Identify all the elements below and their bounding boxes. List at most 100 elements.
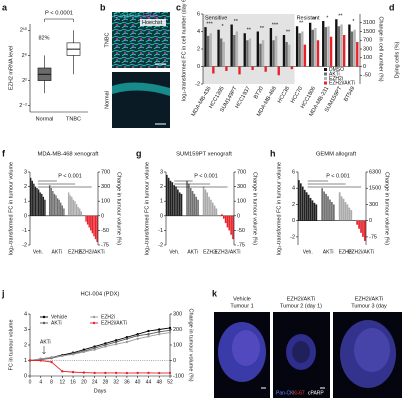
- y2-tick-label: 0: [173, 358, 176, 364]
- y2-tick-label: 100: [101, 199, 110, 205]
- bar: [290, 66, 294, 70]
- y-tick-label: 2: [197, 46, 200, 52]
- bar: [208, 196, 210, 216]
- bar: [90, 215, 92, 231]
- bar: [362, 220, 364, 237]
- legend-marker: [92, 315, 96, 319]
- marker: [125, 340, 129, 344]
- y-axis-label: log₂-transformed FC in cell number (day …: [181, 0, 187, 101]
- bar: [301, 186, 304, 221]
- panel-k: k Vehicle Tumour 1 EZH2i/AKTi Tumour 2 (…: [212, 288, 402, 398]
- y-tick-label: 0: [292, 218, 295, 224]
- bar: [75, 204, 78, 216]
- x-tick-label: EZH2i: [68, 249, 82, 255]
- bar: [211, 202, 214, 216]
- chart-title: GEMM allograft: [316, 152, 357, 158]
- y-tick-label: 4: [197, 29, 200, 35]
- marker: [158, 332, 161, 336]
- legend-marker: [42, 315, 46, 319]
- y-axis-label: log₂-transformed FC in tumour volume: [276, 162, 282, 255]
- x-tick-label: 16: [70, 379, 76, 385]
- bar: [353, 29, 356, 67]
- y2-tick-label: 700: [101, 169, 110, 175]
- bar: [298, 33, 301, 67]
- bar: [264, 66, 267, 72]
- legend-label: EZH2i: [329, 76, 343, 82]
- marker: [71, 353, 75, 356]
- bar: [325, 193, 327, 221]
- legend-label: Vehicle: [51, 314, 67, 320]
- chart-title: HCI-004 (PDX): [81, 292, 120, 298]
- y-tick-label: -1: [22, 228, 27, 234]
- chart-title: SUM159PT xenograft: [176, 152, 232, 158]
- bar: [261, 40, 265, 67]
- bar: [171, 182, 174, 216]
- bar: [86, 215, 89, 225]
- bar: [88, 215, 90, 228]
- significance: **: [247, 28, 252, 34]
- bar: [91, 215, 94, 234]
- x-tick-label: 20: [81, 379, 87, 385]
- y-axis-label: log₂-transformed FC in tumour volume: [8, 162, 14, 255]
- y-tick-label: 2: [24, 342, 27, 348]
- bar: [356, 220, 358, 225]
- bar: [166, 174, 168, 216]
- y2-tick-label: 300: [173, 311, 182, 317]
- bar: [256, 31, 259, 67]
- annotation: 82%: [38, 35, 49, 41]
- group-label: Resistant: [297, 15, 320, 21]
- bar: [72, 199, 75, 216]
- y-tick-label: 0: [197, 64, 200, 70]
- y2-tick-label: -100: [173, 373, 184, 379]
- bar: [173, 185, 175, 216]
- bar: [327, 196, 329, 221]
- y2-axis-label: Change in tumour volume (%): [116, 172, 122, 245]
- row-label: TNBC: [104, 32, 110, 47]
- bar: [80, 211, 82, 216]
- annotation: AKTi: [40, 339, 51, 345]
- bar: [202, 186, 205, 216]
- bar: [37, 189, 40, 216]
- bar: [346, 204, 349, 221]
- bar: [206, 35, 210, 67]
- y2-tick-label: 6300: [369, 169, 381, 175]
- bar: [350, 210, 353, 221]
- legend-label: EZH2i/AKTi: [101, 320, 127, 326]
- bar: [56, 198, 59, 216]
- bracket: [44, 18, 74, 22]
- bar: [344, 202, 347, 221]
- panel-letter: b: [100, 2, 106, 12]
- bar: [238, 66, 241, 75]
- bar: [305, 192, 308, 221]
- y2-tick-label: 700: [237, 169, 246, 175]
- bar: [167, 177, 170, 216]
- bar: [340, 24, 343, 67]
- bar: [34, 186, 37, 216]
- x-tick-label: 52: [167, 379, 173, 385]
- marker: [82, 350, 86, 354]
- bar: [222, 215, 225, 219]
- x-tick-label: 40: [135, 379, 141, 385]
- panel-letter: h: [270, 148, 276, 158]
- y2-tick-label: 100: [363, 55, 372, 61]
- marker: [125, 371, 129, 375]
- significance: *: [222, 24, 225, 30]
- series-line: [29, 329, 171, 361]
- bar: [50, 188, 52, 216]
- bar: [226, 215, 229, 228]
- marker: [147, 335, 150, 338]
- panel-letter: f: [2, 148, 6, 158]
- y2-tick-label: 0: [237, 213, 240, 219]
- marker: [136, 371, 139, 375]
- marker: [93, 371, 96, 375]
- y-tick-label: 2: [24, 184, 27, 190]
- bar: [338, 192, 341, 221]
- y-tick-label: 2: [160, 184, 163, 190]
- bar: [299, 183, 302, 221]
- significance: **: [286, 29, 291, 35]
- bar: [311, 29, 314, 67]
- y-tick-label: 2: [292, 202, 295, 208]
- bar: [342, 198, 345, 221]
- x-tick-label: AKTi: [323, 249, 334, 255]
